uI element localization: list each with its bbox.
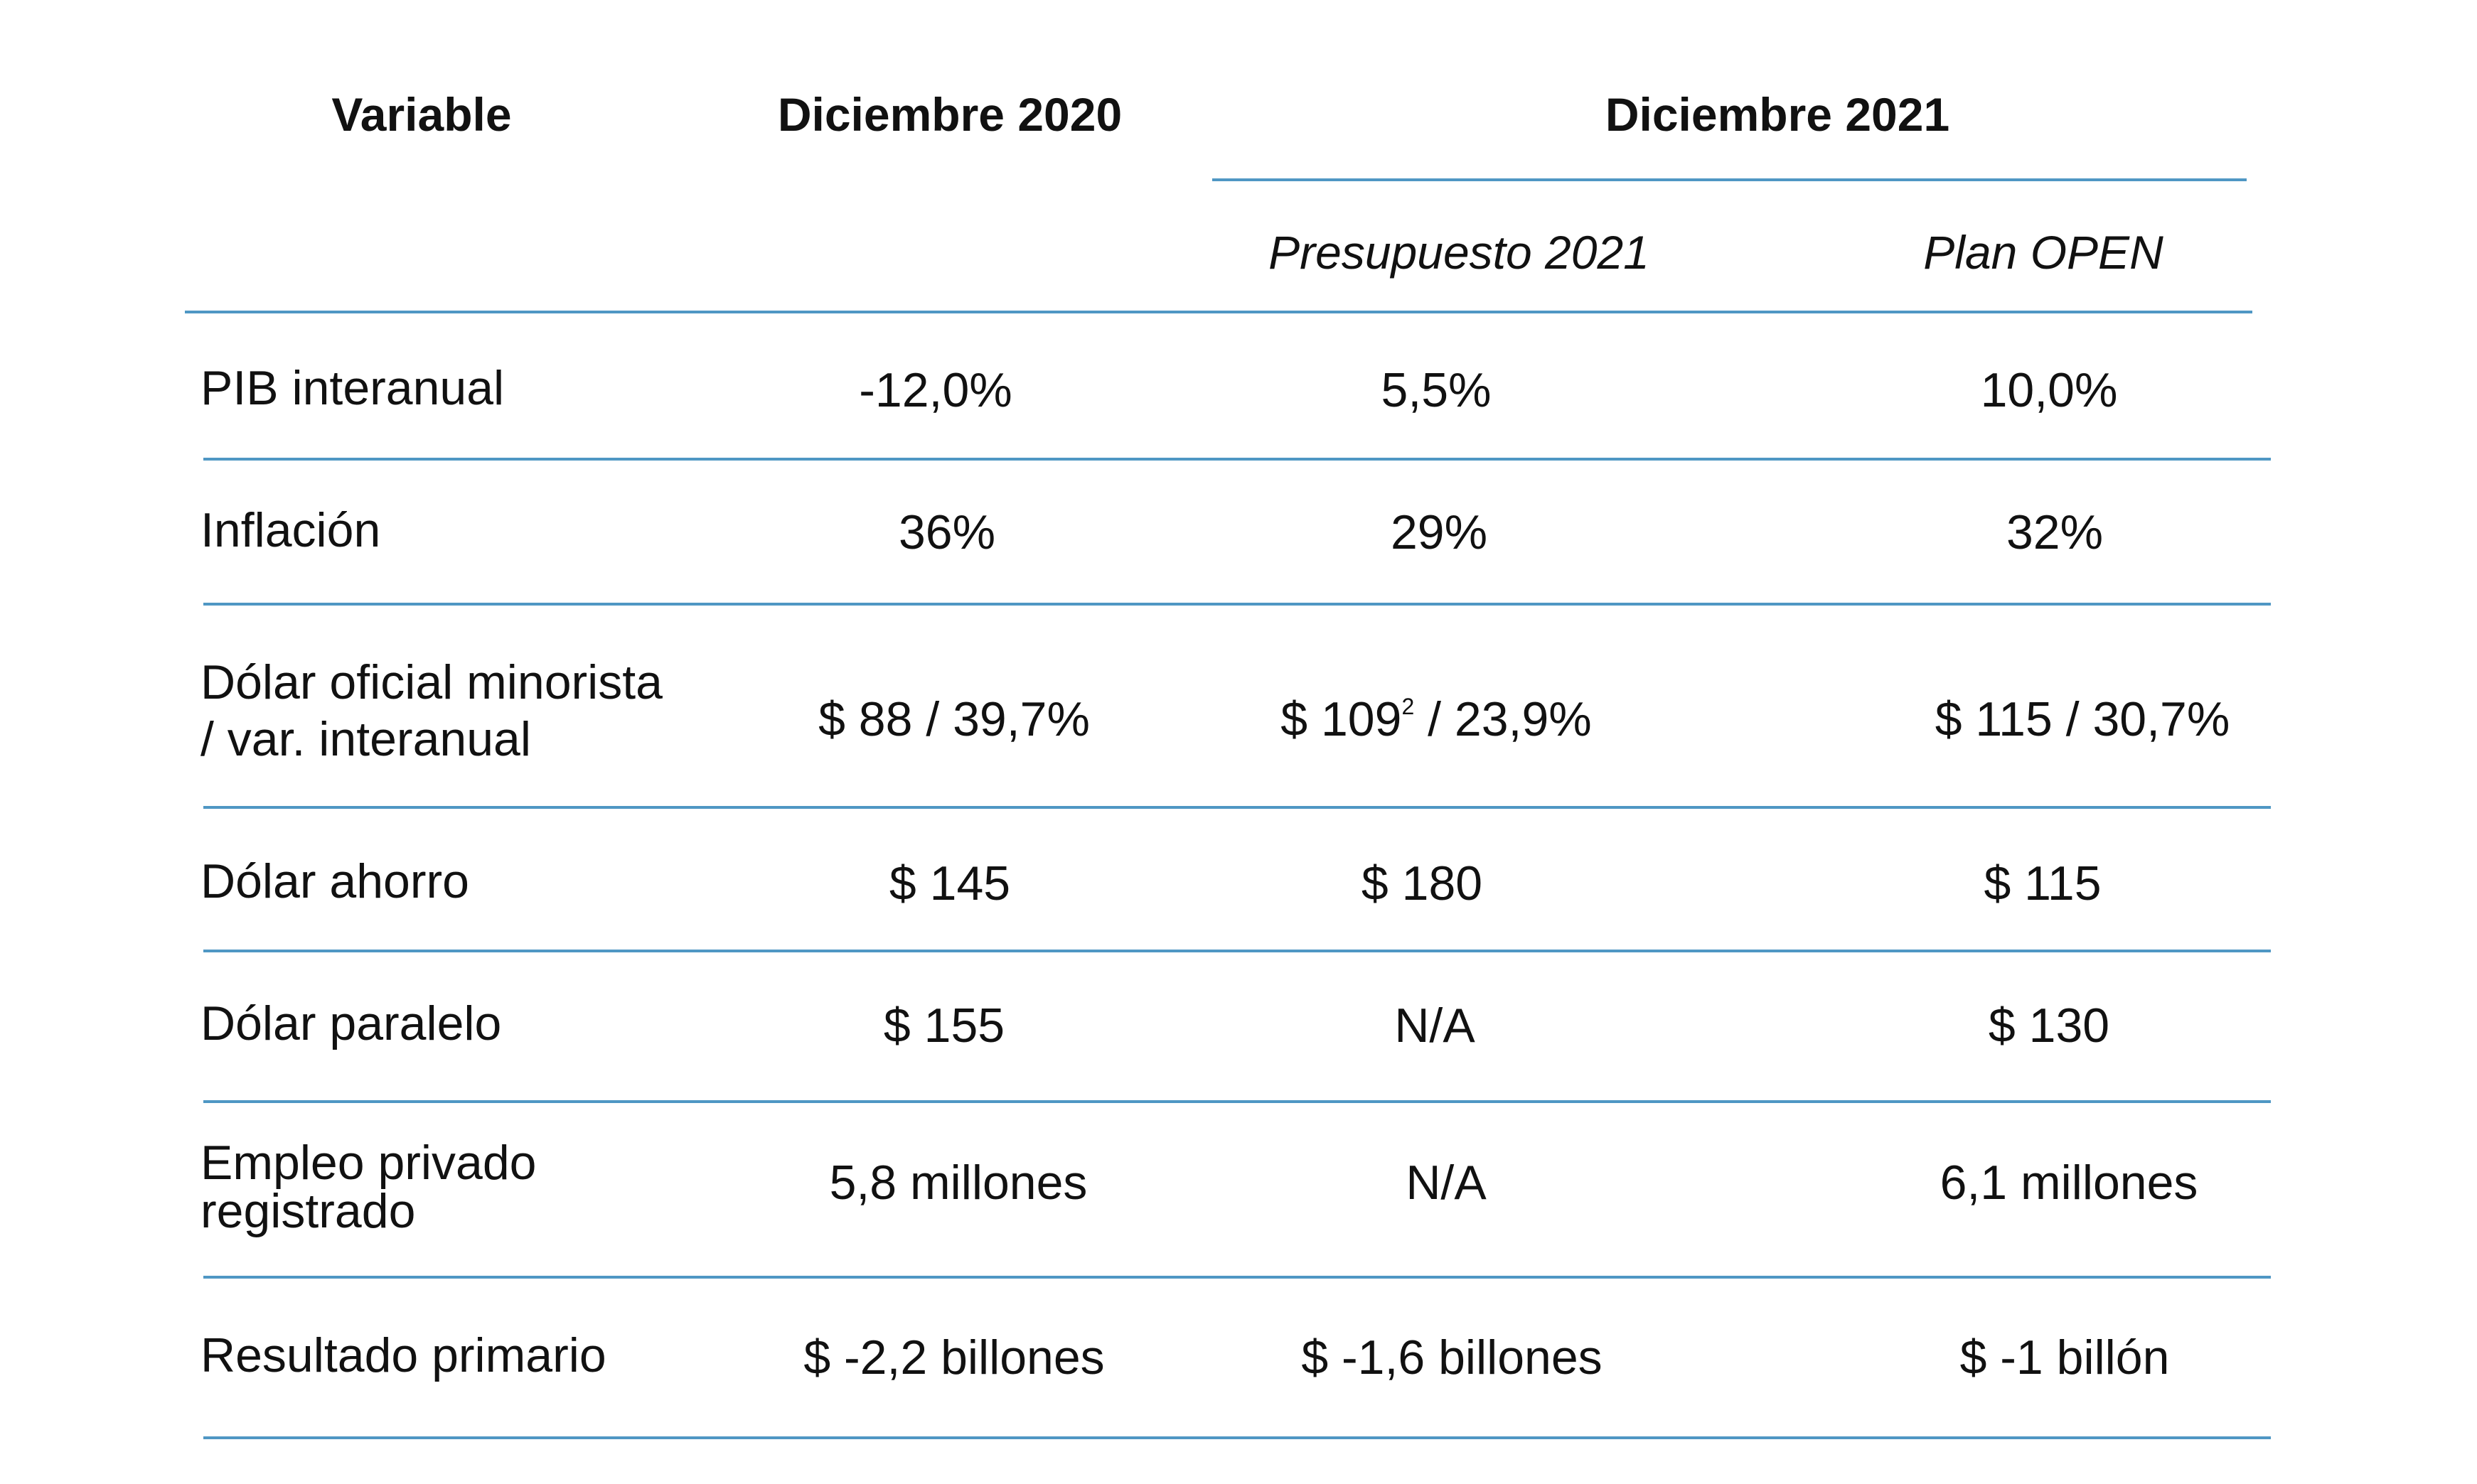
row-label-dolar-ahorro: Dólar ahorro — [200, 854, 469, 908]
row-label-empleo-line2: registrado — [200, 1184, 416, 1238]
row-label-resultado-primario: Resultado primario — [200, 1328, 606, 1382]
cell-dolar-paralelo-presupuesto: N/A — [1394, 999, 1475, 1053]
header-bottom-rule — [185, 311, 2252, 313]
row-rule — [203, 1436, 2271, 1439]
cell-empleo-plan-open: 6,1 millones — [1940, 1156, 2198, 1210]
cell-inflacion-plan-open: 32% — [2006, 505, 2104, 559]
row-rule — [203, 806, 2271, 809]
row-rule — [203, 1100, 2271, 1103]
row-label-dolar-paralelo: Dólar paralelo — [200, 996, 502, 1050]
cell-dolar-paralelo-plan-open: $ 130 — [1988, 999, 2110, 1053]
cell-resultado-presupuesto: $ -1,6 billones — [1301, 1330, 1603, 1384]
cell-pib-2020: -12,0% — [859, 363, 1012, 417]
subheader-plan-open: Plan OPEN — [1923, 226, 2163, 279]
cell-dolar-ahorro-presupuesto: $ 180 — [1361, 856, 1483, 910]
cell-dolar-oficial-presupuesto: $ 1092 / 23,9% — [1280, 695, 1591, 743]
cell-dolar-ahorro-plan-open: $ 115 — [1984, 856, 2102, 910]
row-label-inflacion: Inflación — [200, 503, 381, 557]
cell-resultado-2020: $ -2,2 billones — [803, 1330, 1105, 1384]
cell-inflacion-2020: 36% — [898, 505, 996, 559]
row-rule — [203, 603, 2271, 606]
row-label-dolar-oficial-line1: Dólar oficial minorista — [200, 655, 663, 709]
cell-empleo-2020: 5,8 millones — [829, 1156, 1088, 1210]
row-label-dolar-oficial: Dólar oficial minorista / var. interanua… — [200, 654, 663, 768]
cell-resultado-plan-open: $ -1 billón — [1959, 1330, 2170, 1384]
header-dic-2020: Diciembre 2020 — [777, 88, 1123, 141]
cell-inflacion-presupuesto: 29% — [1390, 505, 1488, 559]
cell-pib-plan-open: 10,0% — [1980, 363, 2118, 417]
row-label-pib: PIB interanual — [200, 361, 505, 415]
cell-dolar-oficial-presupuesto-value: $ 109 — [1280, 692, 1402, 746]
row-rule — [203, 950, 2271, 952]
subheader-presupuesto-2021: Presupuesto 2021 — [1268, 226, 1649, 279]
row-rule — [203, 1276, 2271, 1279]
cell-dolar-oficial-2020: $ 88 / 39,7% — [818, 692, 1090, 746]
cell-dolar-oficial-plan-open: $ 115 / 30,7% — [1935, 692, 2230, 746]
cell-pib-presupuesto: 5,5% — [1381, 363, 1492, 417]
cell-empleo-presupuesto: N/A — [1406, 1156, 1487, 1210]
cell-dolar-ahorro-2020: $ 145 — [889, 856, 1011, 910]
header-group-rule — [1212, 178, 2247, 181]
cell-dolar-paralelo-2020: $ 155 — [883, 999, 1005, 1053]
row-rule — [203, 458, 2271, 461]
row-label-empleo-line1: Empleo privado — [200, 1136, 537, 1190]
header-dic-2021: Diciembre 2021 — [1605, 88, 1950, 141]
row-label-empleo: Empleo privado registrado — [200, 1139, 536, 1235]
cell-dolar-oficial-presupuesto-var: / 23,9% — [1414, 692, 1592, 746]
header-variable: Variable — [331, 88, 512, 141]
footnote-2: 2 — [1401, 694, 1415, 719]
row-label-dolar-oficial-line2: / var. interanual — [200, 712, 531, 766]
